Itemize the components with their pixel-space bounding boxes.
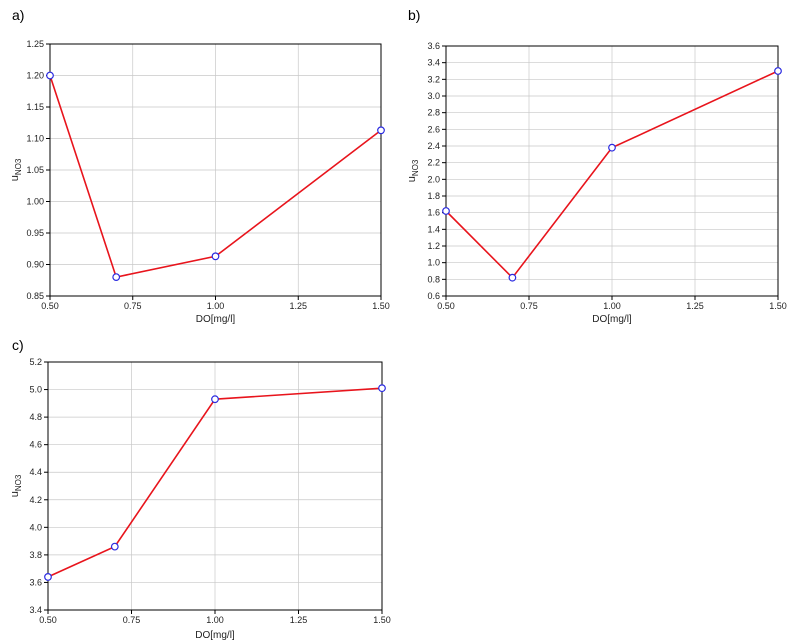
x-tick-label: 0.75: [123, 615, 141, 625]
y-axis-label-subscript: NO3: [14, 474, 23, 491]
series-line: [49, 75, 382, 279]
data-point: [442, 207, 450, 215]
y-tick-label: 1.4: [427, 224, 440, 234]
data-point: [508, 273, 517, 282]
data-point: [378, 384, 386, 393]
y-tick-label: 0.6: [427, 291, 440, 301]
y-tick-label: 2.6: [427, 124, 440, 134]
y-tick-label: 1.2: [427, 241, 440, 251]
y-tick-label: 3.2: [427, 74, 440, 84]
y-tick-label: 1.15: [26, 102, 44, 112]
y-axis-label-main: u: [9, 175, 21, 181]
y-axis-label-main: u: [9, 491, 21, 497]
data-point: [110, 542, 119, 551]
y-tick-label: 3.4: [427, 58, 440, 68]
data-point: [608, 143, 616, 152]
y-tick-label: 0.8: [427, 274, 440, 284]
y-tick-label: 3.0: [427, 91, 440, 101]
x-tick-label: 0.50: [39, 615, 57, 625]
y-tick-label: 0.90: [26, 260, 44, 270]
y-tick-label: 4.6: [29, 440, 42, 450]
y-tick-label: 4.4: [29, 467, 42, 477]
y-tick-label: 4.2: [29, 495, 42, 505]
x-tick-label: 1.25: [290, 615, 308, 625]
y-tick-label: 1.05: [26, 165, 44, 175]
series-line: [445, 70, 779, 279]
data-point: [774, 67, 782, 75]
y-tick-label: 0.85: [26, 291, 44, 301]
y-tick-label: 1.20: [26, 71, 44, 81]
x-tick-label: 1.25: [289, 301, 307, 311]
x-tick-label: 0.75: [124, 301, 142, 311]
data-point: [44, 573, 52, 581]
y-tick-label: 1.0: [427, 258, 440, 268]
data-point: [112, 273, 121, 282]
y-tick-label: 1.25: [26, 39, 44, 49]
x-tick-label: 1.00: [206, 615, 224, 625]
chart-panel: 0.50 0.75 1.00 1.25 1.50 0.6 0.8 1.0 1.2 1.4 1.6 1.…: [406, 7, 787, 325]
data-point: [377, 126, 385, 135]
x-tick-label: 1.00: [207, 301, 225, 311]
y-tick-label: 1.10: [26, 134, 44, 144]
y-axis-label-subscript: NO3: [14, 158, 23, 175]
y-tick-label: 1.6: [427, 208, 440, 218]
y-tick-label: 5.2: [29, 357, 42, 367]
y-tick-label: 1.8: [427, 191, 440, 201]
panel-label: a): [12, 7, 24, 23]
x-tick-label: 0.75: [520, 301, 538, 311]
panel-label: b): [408, 7, 420, 23]
data-point: [211, 395, 219, 404]
y-tick-label: 3.4: [29, 605, 42, 615]
y-tick-label: 4.8: [29, 412, 42, 422]
chart-panel: 0.50 0.75 1.00 1.25 1.50 0.85 0.90 0.95 1.00 1.05…: [9, 7, 390, 325]
y-axis-label: uNO3: [406, 159, 420, 182]
x-axis-label: DO[mg/l]: [592, 314, 632, 325]
y-axis-label-main: u: [406, 176, 418, 182]
x-tick-label: 1.50: [372, 301, 390, 311]
y-tick-label: 5.0: [29, 385, 42, 395]
y-tick-label: 3.6: [29, 577, 42, 587]
y-tick-label: 2.8: [427, 108, 440, 118]
x-tick-label: 1.50: [373, 615, 391, 625]
y-tick-label: 2.0: [427, 174, 440, 184]
y-axis-label: uNO3: [9, 158, 23, 181]
series-line: [47, 387, 383, 578]
chart-panel: 0.50 0.75 1.00 1.25 1.50 3.4 3.6 3.8 4.0 4.2 4.4 4.…: [9, 337, 391, 641]
y-tick-label: 2.4: [427, 141, 440, 151]
y-tick-label: 2.2: [427, 158, 440, 168]
x-tick-label: 1.50: [769, 301, 787, 311]
y-axis-label-subscript: NO3: [411, 159, 420, 176]
x-axis-label: DO[mg/l]: [196, 314, 236, 325]
y-tick-label: 3.8: [29, 550, 42, 560]
y-tick-label: 1.00: [26, 197, 44, 207]
y-axis-label: uNO3: [9, 474, 23, 497]
x-axis-label: DO[mg/l]: [195, 630, 235, 641]
panel-label: c): [12, 337, 24, 353]
x-tick-label: 1.00: [603, 301, 621, 311]
y-tick-label: 0.95: [26, 228, 44, 238]
data-point: [46, 71, 54, 80]
x-tick-label: 1.25: [686, 301, 704, 311]
y-tick-label: 4.0: [29, 522, 42, 532]
x-tick-label: 0.50: [437, 301, 455, 311]
y-tick-label: 3.6: [427, 41, 440, 51]
x-tick-label: 0.50: [41, 301, 59, 311]
data-point: [211, 252, 220, 261]
